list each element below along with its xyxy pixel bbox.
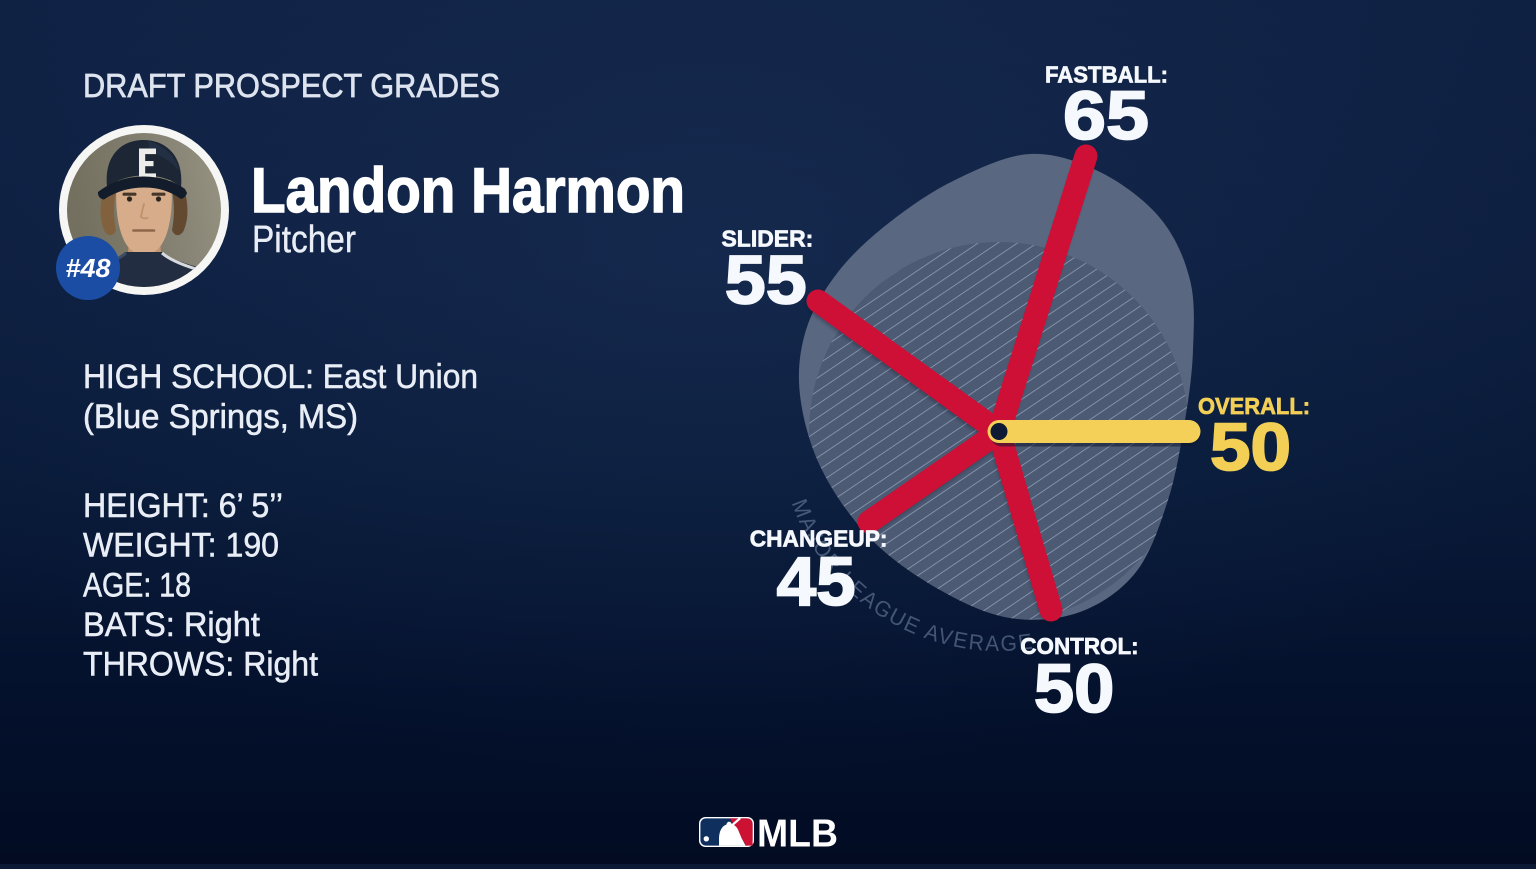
svg-text:SLIDER:: SLIDER: bbox=[722, 226, 814, 252]
svg-text:THROWS: Right: THROWS: Right bbox=[83, 645, 319, 683]
svg-text:FASTBALL:: FASTBALL: bbox=[1045, 62, 1168, 88]
svg-text:AGE: 18: AGE: 18 bbox=[83, 566, 191, 604]
svg-text:CHANGEUP:: CHANGEUP: bbox=[750, 525, 888, 551]
svg-text:CONTROL:: CONTROL: bbox=[1020, 633, 1138, 659]
svg-text:BATS: Right: BATS: Right bbox=[83, 606, 261, 644]
svg-text:HIGH SCHOOL: East Union: HIGH SCHOOL: East Union bbox=[83, 358, 478, 396]
svg-text:Landon Harmon: Landon Harmon bbox=[251, 156, 685, 226]
svg-text:#48: #48 bbox=[66, 253, 112, 283]
svg-text:DRAFT PROSPECT GRADES: DRAFT PROSPECT GRADES bbox=[83, 67, 500, 104]
svg-text:50: 50 bbox=[1210, 410, 1291, 485]
svg-text:WEIGHT: 190: WEIGHT: 190 bbox=[83, 527, 279, 565]
svg-text:HEIGHT: 6’ 5’’: HEIGHT: 6’ 5’’ bbox=[83, 487, 283, 525]
svg-text:Pitcher: Pitcher bbox=[252, 219, 356, 261]
svg-text:65: 65 bbox=[1063, 77, 1149, 154]
svg-text:OVERALL:: OVERALL: bbox=[1198, 393, 1310, 419]
svg-text:55: 55 bbox=[725, 241, 807, 318]
svg-text:45: 45 bbox=[777, 543, 856, 620]
svg-text:50: 50 bbox=[1034, 650, 1115, 727]
svg-text:(Blue Springs, MS): (Blue Springs, MS) bbox=[83, 398, 358, 436]
svg-text:MLB: MLB bbox=[757, 813, 838, 856]
